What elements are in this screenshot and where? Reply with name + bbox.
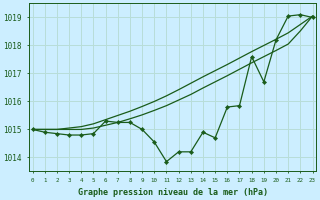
X-axis label: Graphe pression niveau de la mer (hPa): Graphe pression niveau de la mer (hPa) [77, 188, 268, 197]
